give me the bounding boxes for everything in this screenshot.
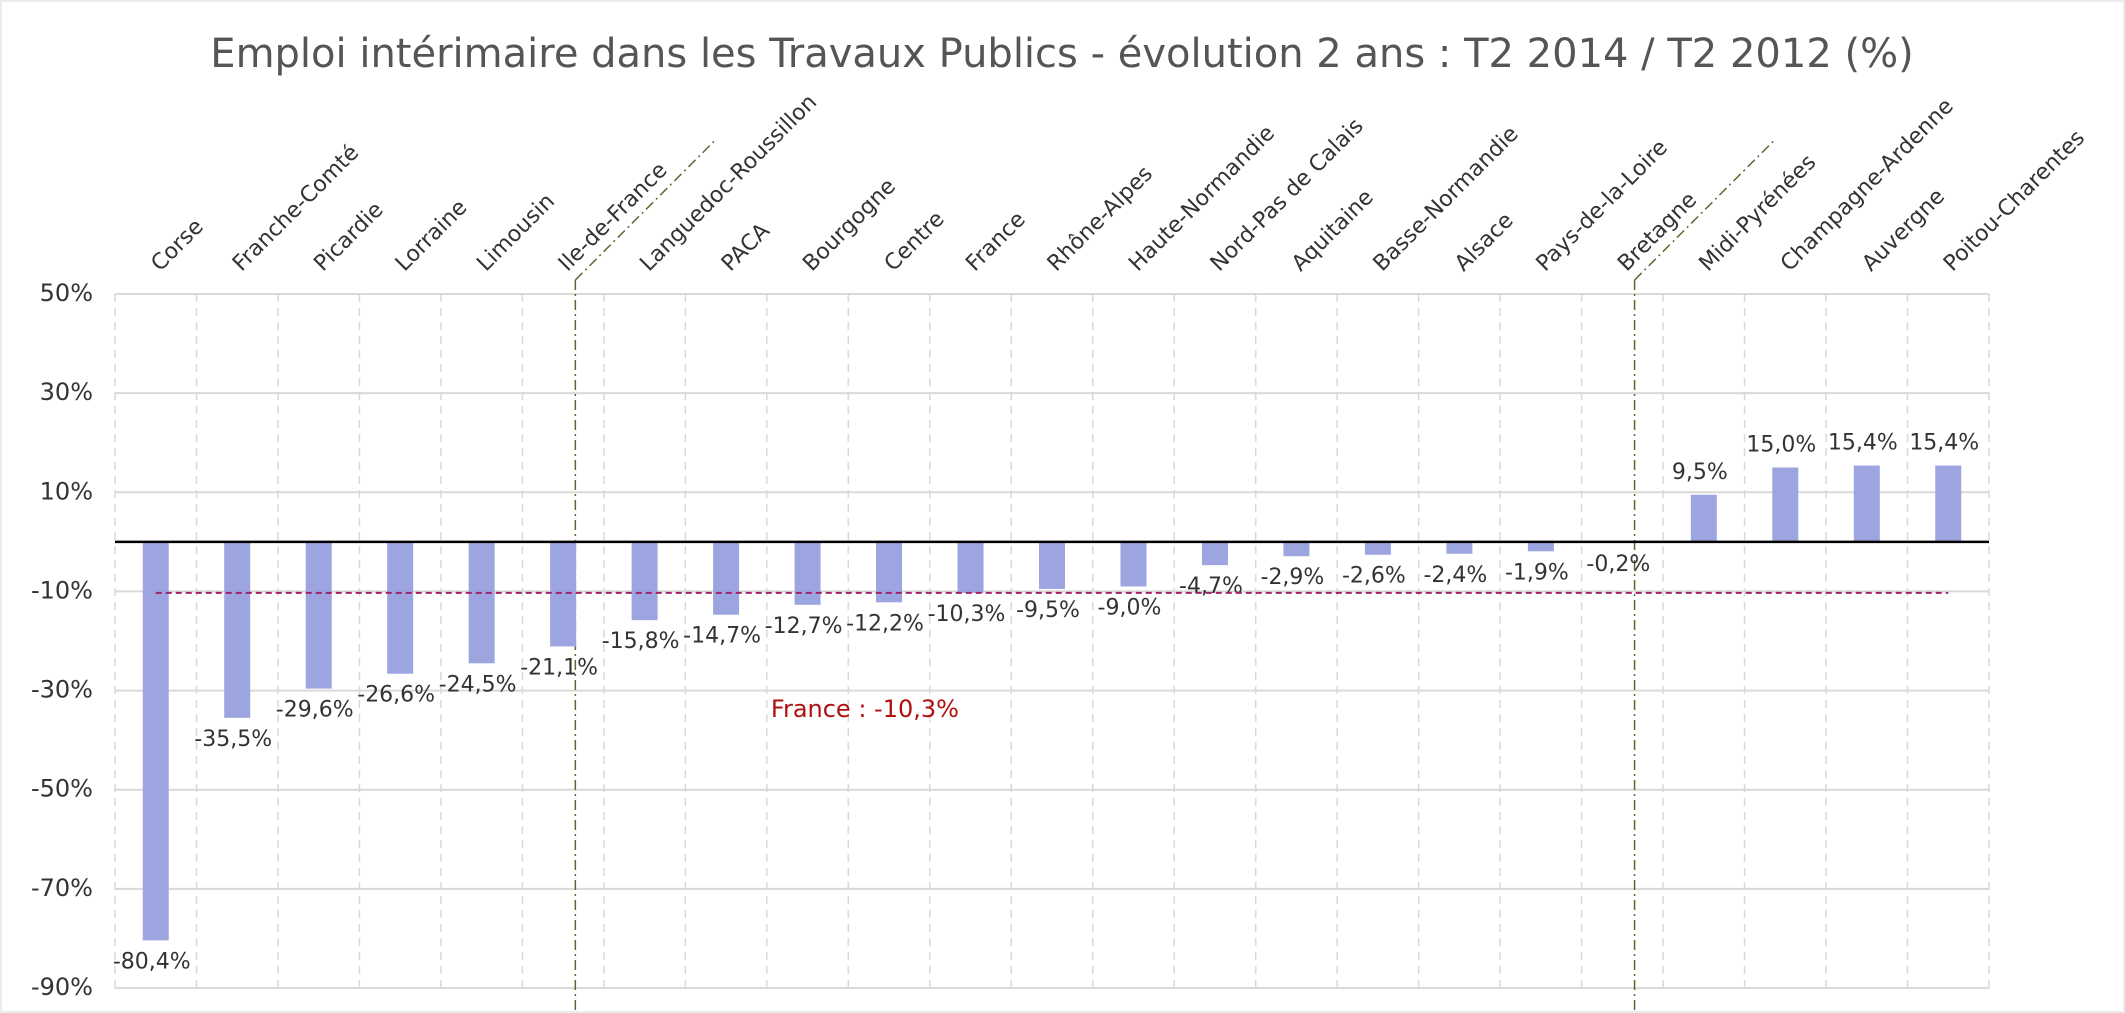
y-tick-label: -10% <box>31 576 93 604</box>
y-tick-label: 10% <box>40 477 93 505</box>
reference-label: France : -10,3% <box>771 695 959 723</box>
value-label: -14,7% <box>683 624 761 649</box>
y-tick-label: 30% <box>40 378 93 406</box>
bar <box>142 541 169 941</box>
value-label: 15,4% <box>1828 431 1898 456</box>
y-tick-label: -30% <box>31 676 93 704</box>
value-label: -12,7% <box>765 614 843 639</box>
value-label: -2,9% <box>1261 565 1325 590</box>
value-label: -9,0% <box>1098 595 1162 620</box>
value-label: 9,5% <box>1672 460 1728 485</box>
value-label: -10,3% <box>928 602 1006 627</box>
bar <box>550 541 577 647</box>
y-tick-label: 50% <box>40 279 93 307</box>
bar <box>631 541 658 621</box>
divider <box>1634 139 1776 281</box>
value-label: -2,6% <box>1342 564 1406 589</box>
bar <box>387 541 414 674</box>
chart-title: Emploi intérimaire dans les Travaux Publ… <box>210 31 1913 77</box>
value-label: -0,2% <box>1586 552 1650 577</box>
bar <box>713 541 740 615</box>
bar <box>468 541 495 664</box>
value-label: -2,4% <box>1423 563 1487 588</box>
divider <box>574 139 716 281</box>
y-tick-label: -70% <box>31 874 93 902</box>
value-label: 15,0% <box>1746 433 1816 458</box>
bar <box>1201 541 1228 566</box>
bar <box>224 541 251 718</box>
bar <box>957 541 984 593</box>
y-tick-label: -90% <box>31 973 93 1001</box>
bar <box>1364 541 1391 555</box>
value-label: -35,5% <box>194 727 272 752</box>
bar <box>1853 465 1880 542</box>
value-label: -1,9% <box>1505 560 1569 585</box>
bar <box>1120 541 1147 587</box>
bar <box>1446 541 1473 554</box>
bar <box>1935 465 1962 542</box>
value-label: -29,6% <box>276 698 354 723</box>
bar <box>1283 541 1310 557</box>
value-label: -15,8% <box>602 629 680 654</box>
value-label: -4,7% <box>1179 574 1243 599</box>
value-label: -26,6% <box>357 683 435 708</box>
y-tick-label: -50% <box>31 775 93 803</box>
bar <box>305 541 332 689</box>
value-label: -9,5% <box>1016 598 1080 623</box>
bar <box>1772 467 1799 542</box>
value-label: -24,5% <box>439 672 517 697</box>
bar <box>1690 494 1717 542</box>
value-label: 15,4% <box>1909 431 1979 456</box>
value-label: -12,2% <box>846 611 924 636</box>
value-label: -80,4% <box>113 949 191 974</box>
value-label: -21,1% <box>520 655 598 680</box>
bar <box>794 541 821 605</box>
bar <box>1527 541 1554 552</box>
bar <box>1039 541 1065 589</box>
